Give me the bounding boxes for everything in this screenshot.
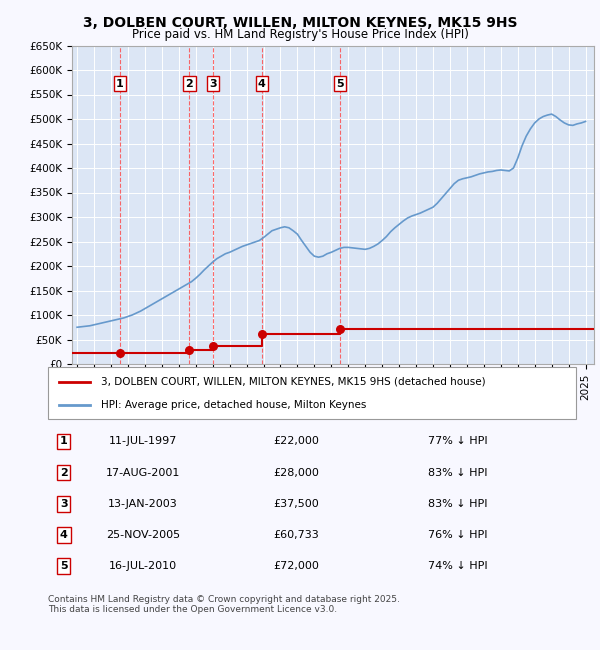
Text: 1: 1 — [60, 436, 68, 447]
Text: 2: 2 — [60, 467, 68, 478]
Text: 5: 5 — [337, 79, 344, 88]
Text: 76% ↓ HPI: 76% ↓ HPI — [428, 530, 488, 540]
Point — [209, 341, 218, 351]
FancyBboxPatch shape — [48, 367, 576, 419]
Text: £22,000: £22,000 — [273, 436, 319, 447]
Text: 25-NOV-2005: 25-NOV-2005 — [106, 530, 180, 540]
Text: 1: 1 — [116, 79, 124, 88]
Text: Contains HM Land Registry data © Crown copyright and database right 2025.
This d: Contains HM Land Registry data © Crown c… — [48, 595, 400, 614]
Text: £28,000: £28,000 — [273, 467, 319, 478]
Text: 3, DOLBEN COURT, WILLEN, MILTON KEYNES, MK15 9HS: 3, DOLBEN COURT, WILLEN, MILTON KEYNES, … — [83, 16, 517, 31]
Text: 3, DOLBEN COURT, WILLEN, MILTON KEYNES, MK15 9HS (detached house): 3, DOLBEN COURT, WILLEN, MILTON KEYNES, … — [101, 377, 485, 387]
Text: HPI: Average price, detached house, Milton Keynes: HPI: Average price, detached house, Milt… — [101, 400, 366, 410]
Text: Price paid vs. HM Land Registry's House Price Index (HPI): Price paid vs. HM Land Registry's House … — [131, 28, 469, 41]
Text: 17-AUG-2001: 17-AUG-2001 — [106, 467, 180, 478]
Text: 16-JUL-2010: 16-JUL-2010 — [109, 561, 177, 571]
Text: 3: 3 — [209, 79, 217, 88]
Text: 4: 4 — [60, 530, 68, 540]
Text: £72,000: £72,000 — [273, 561, 319, 571]
Text: £60,733: £60,733 — [273, 530, 319, 540]
Text: 13-JAN-2003: 13-JAN-2003 — [108, 499, 178, 509]
Text: 77% ↓ HPI: 77% ↓ HPI — [428, 436, 488, 447]
Text: 4: 4 — [258, 79, 266, 88]
Point — [115, 348, 125, 358]
Text: 2: 2 — [185, 79, 193, 88]
Text: 11-JUL-1997: 11-JUL-1997 — [109, 436, 177, 447]
Text: £37,500: £37,500 — [273, 499, 319, 509]
Text: 74% ↓ HPI: 74% ↓ HPI — [428, 561, 488, 571]
Point — [185, 345, 194, 356]
Text: 83% ↓ HPI: 83% ↓ HPI — [428, 467, 488, 478]
Text: 83% ↓ HPI: 83% ↓ HPI — [428, 499, 488, 509]
Point — [257, 329, 266, 339]
Text: 5: 5 — [60, 561, 68, 571]
Point — [335, 324, 345, 334]
Text: 3: 3 — [60, 499, 68, 509]
